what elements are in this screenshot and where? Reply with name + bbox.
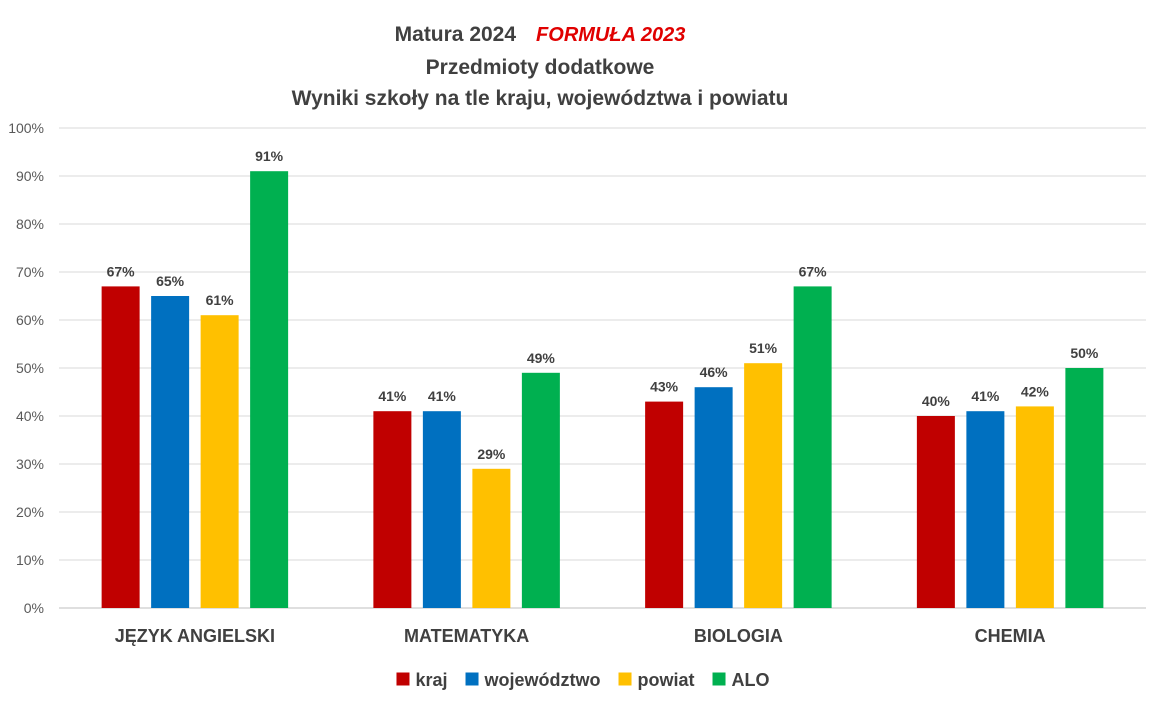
chart-title-main: Matura 2024 xyxy=(394,23,517,46)
bar xyxy=(151,296,190,608)
data-label: 49% xyxy=(527,350,556,366)
bar xyxy=(1065,368,1104,608)
y-tick-label: 10% xyxy=(16,552,44,568)
legend-swatch xyxy=(465,672,479,686)
chart-subtitle-2: Wyniki szkoły na tle kraju, województwa … xyxy=(291,87,789,110)
data-label: 41% xyxy=(971,388,1000,404)
data-label: 42% xyxy=(1021,383,1050,399)
x-category-label: CHEMIA xyxy=(975,626,1046,646)
bar xyxy=(966,411,1005,608)
y-tick-label: 70% xyxy=(16,264,44,280)
x-category-label: BIOLOGIA xyxy=(694,626,783,646)
y-tick-label: 40% xyxy=(16,408,44,424)
data-label: 50% xyxy=(1070,345,1099,361)
x-category-label: MATEMATYKA xyxy=(404,626,529,646)
data-label: 51% xyxy=(749,340,778,356)
y-tick-label: 100% xyxy=(8,120,44,136)
y-tick-label: 30% xyxy=(16,456,44,472)
bar xyxy=(521,372,560,608)
bar xyxy=(472,468,511,608)
legend-label: województwo xyxy=(484,670,601,690)
bar xyxy=(645,401,684,608)
data-label: 61% xyxy=(206,292,235,308)
legend-swatch xyxy=(618,672,632,686)
chart-title-accent: FORMUŁA 2023 xyxy=(536,24,686,46)
data-label: 46% xyxy=(700,364,729,380)
bar xyxy=(744,363,783,608)
y-tick-label: 0% xyxy=(24,600,44,616)
bar xyxy=(793,286,832,608)
bar xyxy=(250,171,289,608)
data-label: 41% xyxy=(378,388,407,404)
legend-label: powiat xyxy=(638,670,695,690)
y-tick-label: 20% xyxy=(16,504,44,520)
data-label: 41% xyxy=(428,388,457,404)
bar xyxy=(1015,406,1054,608)
legend-swatch xyxy=(712,672,726,686)
y-tick-label: 50% xyxy=(16,360,44,376)
legend-label: ALO xyxy=(732,670,770,690)
bar xyxy=(101,286,140,608)
y-tick-label: 80% xyxy=(16,216,44,232)
bar xyxy=(373,411,412,608)
bar xyxy=(200,315,239,608)
bar xyxy=(422,411,461,608)
data-label: 65% xyxy=(156,273,185,289)
data-label: 40% xyxy=(922,393,951,409)
bar xyxy=(694,387,733,608)
chart-subtitle: Przedmioty dodatkowe xyxy=(425,56,655,79)
bar xyxy=(916,416,955,608)
x-category-label: JĘZYK ANGIELSKI xyxy=(115,626,275,646)
data-label: 43% xyxy=(650,379,679,395)
data-label: 91% xyxy=(255,148,284,164)
y-tick-label: 90% xyxy=(16,168,44,184)
legend-swatch xyxy=(396,672,410,686)
legend-label: kraj xyxy=(415,670,447,690)
y-tick-label: 60% xyxy=(16,312,44,328)
data-label: 67% xyxy=(799,263,828,279)
chart-title: Matura 2024 FORMUŁA 2023 xyxy=(0,23,1080,47)
data-label: 29% xyxy=(477,446,506,462)
data-label: 67% xyxy=(107,263,136,279)
